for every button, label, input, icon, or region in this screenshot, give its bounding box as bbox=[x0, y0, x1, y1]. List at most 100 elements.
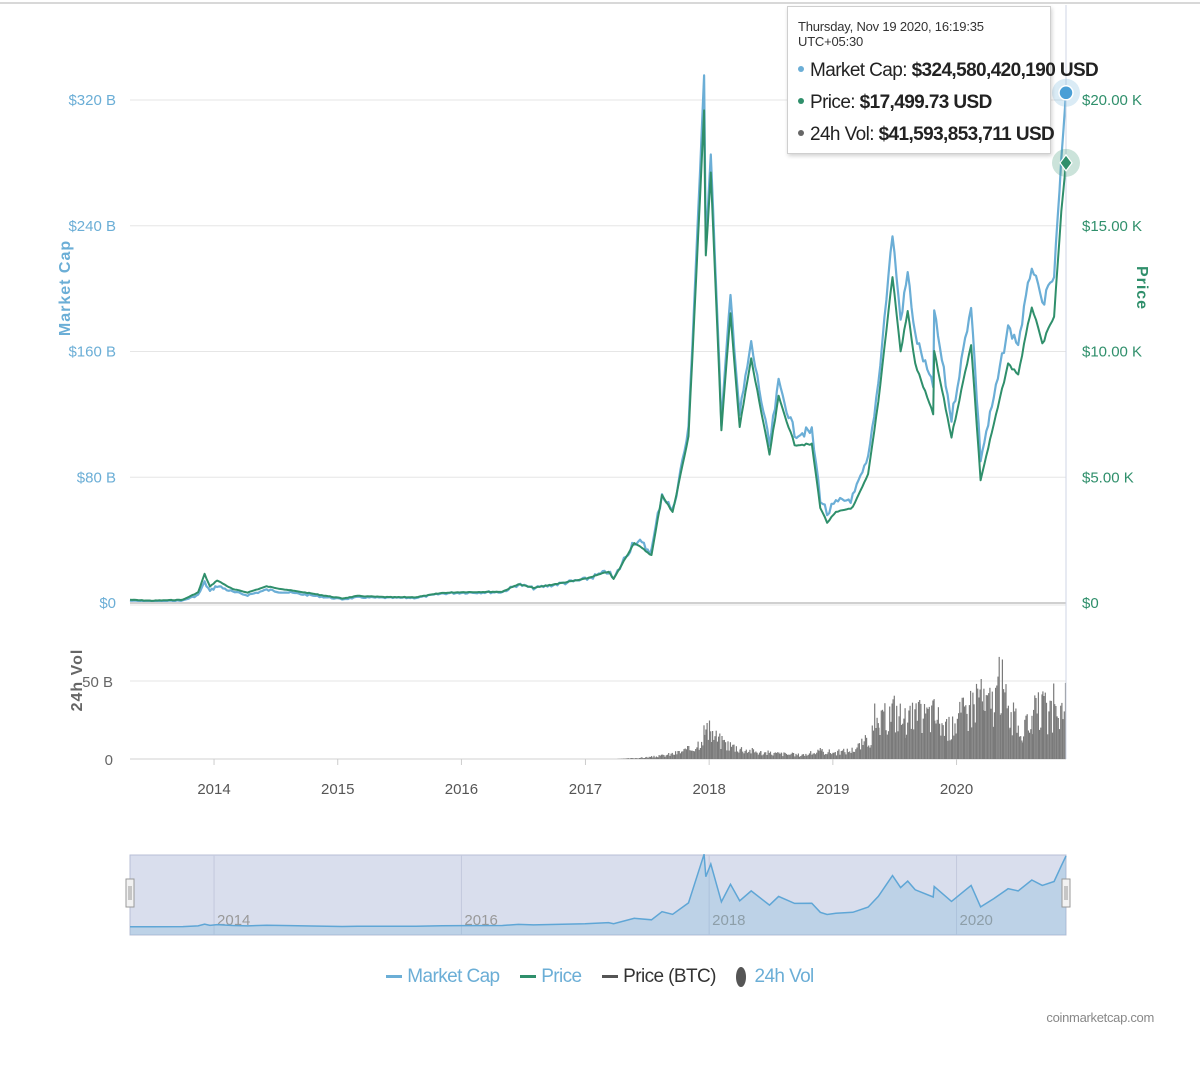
x-tick-label: 2017 bbox=[569, 781, 602, 798]
x-tick-label: 2018 bbox=[692, 781, 725, 798]
volume-bar bbox=[1030, 729, 1031, 759]
volume-bar bbox=[866, 738, 867, 759]
volume-bar bbox=[652, 757, 653, 759]
series-line-price bbox=[130, 110, 1066, 601]
volume-bar bbox=[717, 742, 718, 759]
volume-bar bbox=[736, 746, 737, 759]
legend-item-price-btc[interactable]: Price (BTC) bbox=[602, 966, 716, 988]
volume-bar bbox=[639, 758, 640, 759]
x-tick-label: 2016 bbox=[445, 781, 478, 798]
volume-bar bbox=[817, 750, 818, 759]
volume-bar bbox=[842, 751, 843, 760]
volume-bar bbox=[723, 740, 724, 759]
volume-bar bbox=[681, 752, 682, 759]
volume-bar bbox=[820, 751, 821, 760]
volume-bar bbox=[1005, 684, 1006, 759]
volume-bar bbox=[800, 756, 801, 759]
volume-bar bbox=[906, 735, 907, 759]
volume-bar bbox=[1050, 701, 1051, 759]
volume-bar bbox=[733, 745, 734, 759]
volume-bar bbox=[895, 732, 896, 759]
y-axis-title-market-cap: Market Cap bbox=[57, 240, 74, 336]
volume-bar bbox=[957, 719, 958, 759]
credits[interactable]: coinmarketcap.com bbox=[1046, 1010, 1154, 1025]
volume-bar bbox=[1064, 711, 1065, 759]
legend-item-market-cap[interactable]: Market Cap bbox=[386, 966, 499, 988]
tooltip-value: $41,593,853,711 USD bbox=[879, 124, 1055, 145]
volume-bar bbox=[911, 729, 912, 759]
volume-bar bbox=[1035, 698, 1036, 759]
volume-bar bbox=[924, 704, 925, 759]
volume-bar bbox=[992, 692, 993, 759]
volume-bar bbox=[1039, 730, 1040, 759]
volume-bar bbox=[772, 756, 773, 760]
volume-bar bbox=[1024, 720, 1025, 759]
volume-bar bbox=[677, 751, 678, 759]
volume-bar bbox=[917, 721, 918, 759]
volume-bar bbox=[804, 756, 805, 759]
volume-bar bbox=[743, 753, 744, 759]
volume-bar bbox=[938, 707, 939, 759]
volume-bar bbox=[861, 739, 862, 759]
volume-bar bbox=[920, 704, 921, 759]
volume-bar bbox=[997, 677, 998, 759]
volume-bar bbox=[719, 734, 720, 760]
volume-bar bbox=[943, 725, 944, 759]
volume-bar bbox=[903, 719, 904, 759]
volume-bar bbox=[701, 742, 702, 759]
volume-bar bbox=[905, 738, 906, 759]
volume-bar bbox=[686, 749, 687, 759]
volume-bar bbox=[667, 755, 668, 759]
tooltip: Thursday, Nov 19 2020, 16:19:35 UTC+05:3… bbox=[787, 6, 1051, 154]
volume-bar bbox=[695, 749, 696, 759]
volume-bar bbox=[843, 749, 844, 759]
volume-bar bbox=[858, 744, 859, 759]
volume-bar bbox=[847, 749, 848, 759]
volume-bar bbox=[988, 693, 989, 759]
volume-bar bbox=[919, 700, 920, 759]
volume-bar bbox=[925, 714, 926, 760]
navigator-handle-left[interactable] bbox=[126, 879, 134, 907]
volume-bar bbox=[828, 752, 829, 759]
volume-bar bbox=[698, 742, 699, 759]
volume-bar bbox=[1055, 706, 1056, 759]
volume-bar bbox=[754, 752, 755, 759]
volume-bar bbox=[808, 755, 809, 759]
price-dot-icon bbox=[798, 98, 804, 104]
volume-bar bbox=[902, 724, 903, 759]
volume-bar bbox=[994, 712, 995, 759]
volume-bar bbox=[1057, 716, 1058, 759]
legend-item-volume[interactable]: 24h Vol bbox=[736, 966, 813, 988]
volume-bar bbox=[899, 716, 900, 759]
volume-bar bbox=[699, 750, 700, 759]
volume-bar bbox=[713, 740, 714, 759]
volume-bar bbox=[950, 740, 951, 759]
y-tick-price: $15.00 K bbox=[1082, 218, 1142, 235]
volume-bar bbox=[810, 751, 811, 759]
navigator-handle-right[interactable] bbox=[1062, 879, 1070, 907]
volume-bar bbox=[935, 724, 936, 760]
volume-bar bbox=[970, 691, 971, 759]
volume-bar bbox=[746, 750, 747, 759]
volume-bar bbox=[1051, 701, 1052, 759]
volume-bar bbox=[872, 726, 873, 760]
volume-bar bbox=[948, 717, 949, 759]
volume-bar bbox=[913, 729, 914, 759]
volume-bar bbox=[685, 749, 686, 760]
volume-bar bbox=[651, 756, 652, 759]
tooltip-value: $324,580,420,190 USD bbox=[912, 60, 1099, 81]
volume-bar bbox=[853, 752, 854, 759]
volume-bar bbox=[786, 754, 787, 759]
volume-bar bbox=[791, 754, 792, 759]
volume-bar bbox=[661, 755, 662, 759]
volume-bar bbox=[1040, 728, 1041, 759]
volume-bar bbox=[859, 743, 860, 759]
y-axis-title-price: Price bbox=[1133, 266, 1150, 310]
volume-bar bbox=[916, 703, 917, 759]
volume-bar bbox=[644, 758, 645, 759]
volume-bar bbox=[704, 735, 705, 759]
volume-bar bbox=[958, 713, 959, 759]
volume-bar bbox=[865, 735, 866, 759]
tooltip-row-price: Price: $17,499.73 USD bbox=[798, 87, 1050, 119]
legend-item-price[interactable]: Price bbox=[520, 966, 581, 988]
